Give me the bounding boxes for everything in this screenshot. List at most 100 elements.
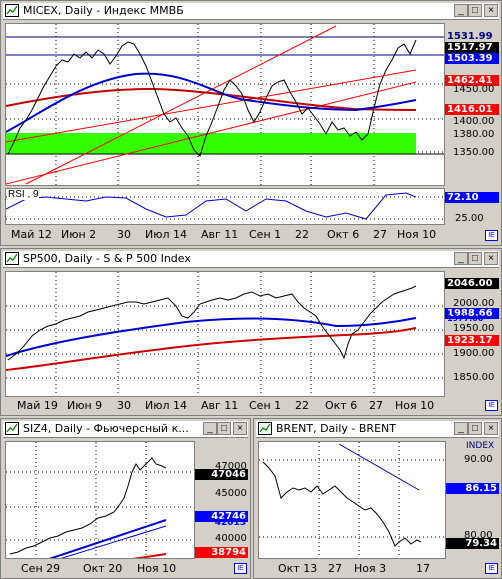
rsi-canvas	[6, 192, 444, 220]
maximize-button[interactable]: □	[468, 252, 482, 265]
close-button[interactable]: ×	[233, 422, 247, 435]
price-tag-blue-2: 1977.00	[447, 314, 484, 323]
price-tag-blue: 86.15	[446, 483, 499, 494]
date-label: Май 19	[17, 399, 58, 412]
price-tick: 1450.00	[453, 84, 495, 95]
siz4-window-title: SIZ4, Daily - Фьючерсный к...	[23, 422, 189, 435]
close-button[interactable]: ×	[484, 4, 498, 17]
siz4-price-plot[interactable]	[5, 441, 195, 559]
minimize-button[interactable]: _	[454, 252, 468, 265]
date-label: 22	[295, 399, 309, 412]
price-tick: 45000	[215, 488, 247, 499]
close-button[interactable]: ×	[484, 422, 498, 435]
price-tick: 1950.00	[453, 323, 495, 334]
date-label: Ноя 10	[397, 228, 437, 241]
brent-time-axis: Окт 13 27 Ноя 3 17	[258, 562, 446, 576]
date-label: Авг 11	[201, 228, 239, 241]
micex-price-plot[interactable]	[5, 23, 445, 186]
brent-chart-window[interactable]: BRENT, Daily - BRENT _ □ × INDEX 90.00 8…	[253, 418, 502, 579]
sp500-price-plot[interactable]	[5, 271, 445, 397]
price-tick: 1400.00	[453, 116, 495, 127]
date-label: Окт 13	[278, 562, 318, 575]
date-label: Июл 14	[145, 228, 188, 241]
price-tick: 80.00	[464, 530, 493, 541]
price-tick: 47000	[215, 461, 247, 472]
date-label: Июн 2	[61, 228, 97, 241]
micex-price-canvas	[6, 24, 444, 185]
date-label: 27	[369, 399, 383, 412]
price-tag-red-2: 1416.01	[445, 104, 499, 115]
chart-scroll-button[interactable]: IE	[485, 230, 498, 241]
price-tick: 1380.00	[453, 129, 495, 140]
date-label: Ноя 3	[354, 562, 387, 575]
siz4-price-canvas	[6, 442, 194, 558]
index-label: INDEX	[466, 441, 495, 451]
price-tag-blue-2: 42013	[214, 518, 246, 528]
rsi-value-tag: 72.10	[445, 192, 499, 203]
brent-price-plot[interactable]	[258, 441, 446, 559]
price-tag-blue: 1988.66	[445, 308, 499, 319]
chart-scroll-button[interactable]: IE	[234, 563, 247, 574]
micex-price-axis: 1531.99 1517.97 1503.39 1462.41 1450.00 …	[445, 23, 499, 186]
close-button[interactable]: ×	[484, 252, 498, 265]
chart-window-icon	[5, 4, 19, 17]
price-tick: 90.00	[464, 454, 493, 465]
maximize-button[interactable]: □	[468, 4, 482, 17]
sp500-price-canvas	[6, 272, 444, 396]
price-tick: 1850.00	[453, 372, 495, 383]
minimize-button[interactable]: _	[454, 422, 468, 435]
maximize-button[interactable]: □	[217, 422, 231, 435]
date-label: Авг 11	[201, 399, 239, 412]
chart-window-icon	[5, 252, 19, 265]
sp500-window-title: SP500, Daily - S & P 500 Index	[23, 252, 191, 265]
micex-title-bar[interactable]: MICEX, Daily - Индекс ММВБ _ □ ×	[3, 3, 499, 20]
date-label: Окт 6	[325, 399, 358, 412]
sp500-title-bar[interactable]: SP500, Daily - S & P 500 Index _ □ ×	[3, 251, 499, 268]
brent-window-title: BRENT, Daily - BRENT	[276, 422, 396, 435]
support-zone-band	[6, 133, 416, 154]
date-label: Ноя 10	[395, 399, 435, 412]
date-label: Июл 14	[145, 399, 188, 412]
brent-price-axis: INDEX 90.00 86.15 80.00 79.34	[446, 441, 499, 559]
price-tick: 40000	[215, 533, 247, 544]
micex-chart-window[interactable]: MICEX, Daily - Индекс ММВБ _ □ × 1531.99…	[0, 0, 502, 246]
price-tag-red-1: 1462.41	[445, 75, 499, 86]
price-tag-last: 47046	[195, 469, 248, 480]
siz4-chart-window[interactable]: SIZ4, Daily - Фьючерсный к... _ □ × 4700…	[0, 418, 251, 579]
sp500-time-axis: Май 19 Июн 9 30 Июл 14 Авг 11 Сен 1 22 О…	[5, 399, 445, 413]
price-tag-red: 1923.17	[445, 335, 499, 346]
price-tag-high: 1531.99	[447, 31, 493, 42]
price-tag-resistance: 1503.39	[445, 53, 499, 64]
date-label: 17	[416, 562, 430, 575]
date-label: 27	[373, 228, 387, 241]
date-label: Сен 29	[21, 562, 61, 575]
rsi-axis: 72.10 25.00	[445, 188, 499, 225]
date-label: Июн 9	[67, 399, 103, 412]
sp500-price-axis: 2046.00 2000.00 1988.66 1977.00 1950.00 …	[445, 271, 499, 397]
rsi-level-25: 25.00	[455, 213, 484, 224]
date-label: Сен 1	[249, 228, 282, 241]
price-tick: 2000.00	[453, 298, 495, 309]
date-label: 30	[117, 228, 131, 241]
minimize-button[interactable]: _	[454, 4, 468, 17]
price-tag-blue: 42746	[195, 511, 248, 522]
micex-rsi-plot[interactable]: RSI , 9	[5, 188, 445, 225]
siz4-time-axis: Сен 29 Окт 20 Ноя 10	[5, 562, 195, 576]
price-tag-last: 2046.00	[445, 278, 499, 289]
date-label: Окт 6	[327, 228, 360, 241]
chart-window-icon	[258, 422, 272, 435]
chart-scroll-button[interactable]: IE	[485, 563, 498, 574]
siz4-title-bar[interactable]: SIZ4, Daily - Фьючерсный к... _ □ ×	[3, 421, 248, 438]
price-tag-red: 38794	[195, 547, 248, 558]
date-label: 27	[328, 562, 342, 575]
date-label: Окт 20	[83, 562, 123, 575]
date-label: Сен 1	[249, 399, 282, 412]
chart-scroll-button[interactable]: IE	[485, 400, 498, 411]
sp500-chart-window[interactable]: SP500, Daily - S & P 500 Index _ □ × 204…	[0, 248, 502, 416]
maximize-button[interactable]: □	[468, 422, 482, 435]
price-tag-last: 1517.97	[445, 42, 499, 53]
brent-title-bar[interactable]: BRENT, Daily - BRENT _ □ ×	[256, 421, 499, 438]
minimize-button[interactable]: _	[203, 422, 217, 435]
micex-time-axis: Май 12 Июн 2 30 Июл 14 Авг 11 Сен 1 22 О…	[5, 228, 445, 242]
brent-price-canvas	[259, 442, 445, 558]
